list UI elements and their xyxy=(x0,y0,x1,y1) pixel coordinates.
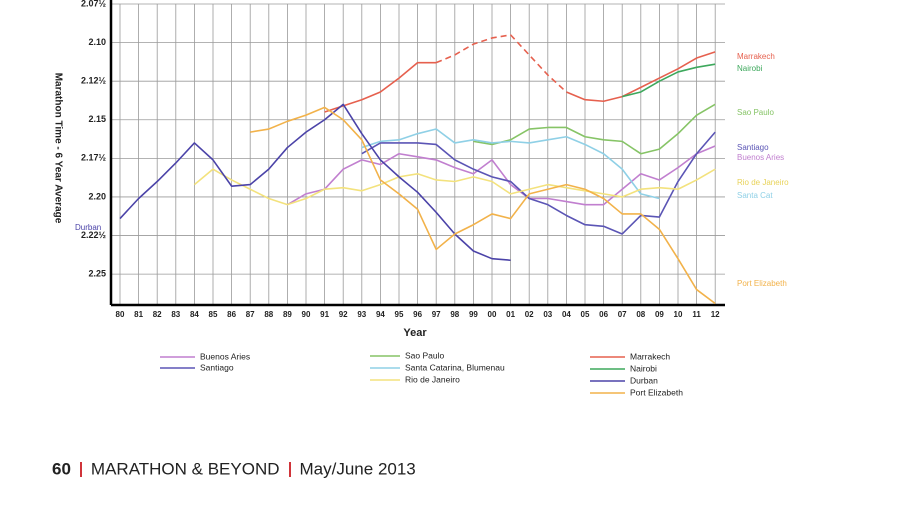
series-annotation: Port Elizabeth xyxy=(737,279,787,288)
y-tick-label: 2.25 xyxy=(88,269,106,279)
y-tick-label: 2.12½ xyxy=(81,76,107,86)
x-tick-label: 89 xyxy=(283,310,292,319)
x-tick-label: 90 xyxy=(302,310,311,319)
series-line xyxy=(361,128,660,200)
x-tick-label: 11 xyxy=(692,310,701,319)
series-line xyxy=(566,51,716,103)
series-annotation: Buenos Aries xyxy=(737,153,784,162)
series-line xyxy=(324,61,437,113)
x-tick-label: 88 xyxy=(264,310,273,319)
x-tick-label: 86 xyxy=(227,310,236,319)
legend-label: Buenos Aries xyxy=(200,351,250,361)
series-annotation: Santa Cat xyxy=(737,191,773,200)
x-tick-label: 01 xyxy=(506,310,515,319)
series-line xyxy=(622,63,716,98)
series-annotation: Santiago xyxy=(737,143,769,152)
x-tick-label: 02 xyxy=(525,310,534,319)
x-tick-label: 97 xyxy=(432,310,441,319)
page-number: 60 xyxy=(52,459,71,479)
x-tick-label: 04 xyxy=(562,310,571,319)
separator xyxy=(79,462,82,478)
series-annotation: Durban xyxy=(75,223,101,232)
x-tick-label: 95 xyxy=(395,310,404,319)
legend-label: Nairobi xyxy=(630,363,657,373)
legend-label: Santiago xyxy=(200,362,234,372)
legend-label: Port Elizabeth xyxy=(630,387,683,397)
legend-label: Durban xyxy=(630,375,658,385)
y-axis-title: Marathon Time - 6 Year Average xyxy=(52,73,63,224)
x-tick-label: 10 xyxy=(674,310,683,319)
series-line xyxy=(193,168,716,206)
x-tick-label: 05 xyxy=(581,310,590,319)
legend-label: Rio de Janeiro xyxy=(405,374,460,384)
x-tick-label: 03 xyxy=(543,310,552,319)
legend-label: Sao Paulo xyxy=(405,350,444,360)
x-tick-label: 83 xyxy=(171,310,180,319)
series-line xyxy=(119,103,511,262)
x-tick-label: 84 xyxy=(190,310,199,319)
x-tick-label: 08 xyxy=(636,310,645,319)
series-line xyxy=(361,131,716,235)
x-tick-label: 80 xyxy=(116,310,125,319)
separator xyxy=(288,462,291,478)
y-tick-label: 2.20 xyxy=(88,191,106,201)
issue: May/June 2013 xyxy=(299,459,416,479)
x-tick-label: 93 xyxy=(357,310,366,319)
legend-label: Santa Catarina, Blumenau xyxy=(405,362,505,372)
x-tick-label: 12 xyxy=(711,310,720,319)
y-tick-label: 2.07½ xyxy=(81,0,107,8)
y-tick-label: 2.10 xyxy=(88,37,106,47)
x-tick-label: 91 xyxy=(320,310,329,319)
legend-label: Marrakech xyxy=(630,351,670,361)
x-axis-title: Year xyxy=(403,327,427,339)
y-tick-label: 2.17½ xyxy=(81,153,107,163)
series-line xyxy=(250,106,716,305)
series-line xyxy=(473,103,716,155)
x-tick-label: 07 xyxy=(618,310,627,319)
series-annotation: Marrakech xyxy=(737,52,775,61)
x-tick-label: 94 xyxy=(376,310,385,319)
x-tick-label: 96 xyxy=(413,310,422,319)
chart: Marathon Time - 6 Year Average Year 80 81… xyxy=(52,0,790,398)
x-tick-label: 81 xyxy=(134,310,143,319)
series-annotation: Nairobi xyxy=(737,64,763,73)
series-annotation: Sao Paulo xyxy=(737,108,774,117)
x-tick-label: 99 xyxy=(469,310,478,319)
series-annotation: Rio de Janeiro xyxy=(737,178,789,187)
y-tick-label: 2.22½ xyxy=(81,230,107,240)
footer: 60 MARATHON & BEYOND May/June 2013 xyxy=(52,459,416,480)
x-tick-label: 06 xyxy=(599,310,608,319)
x-tick-label: 85 xyxy=(209,310,218,319)
x-tick-label: 82 xyxy=(153,310,162,319)
series-line xyxy=(435,34,567,93)
x-tick-label: 92 xyxy=(339,310,348,319)
x-tick-label: 87 xyxy=(246,310,255,319)
x-tick-label: 98 xyxy=(450,310,459,319)
series-line xyxy=(286,145,716,206)
x-tick-label: 00 xyxy=(488,310,497,319)
y-tick-label: 2.15 xyxy=(88,114,106,124)
x-tick-label: 09 xyxy=(655,310,664,319)
publication: MARATHON & BEYOND xyxy=(90,459,280,479)
